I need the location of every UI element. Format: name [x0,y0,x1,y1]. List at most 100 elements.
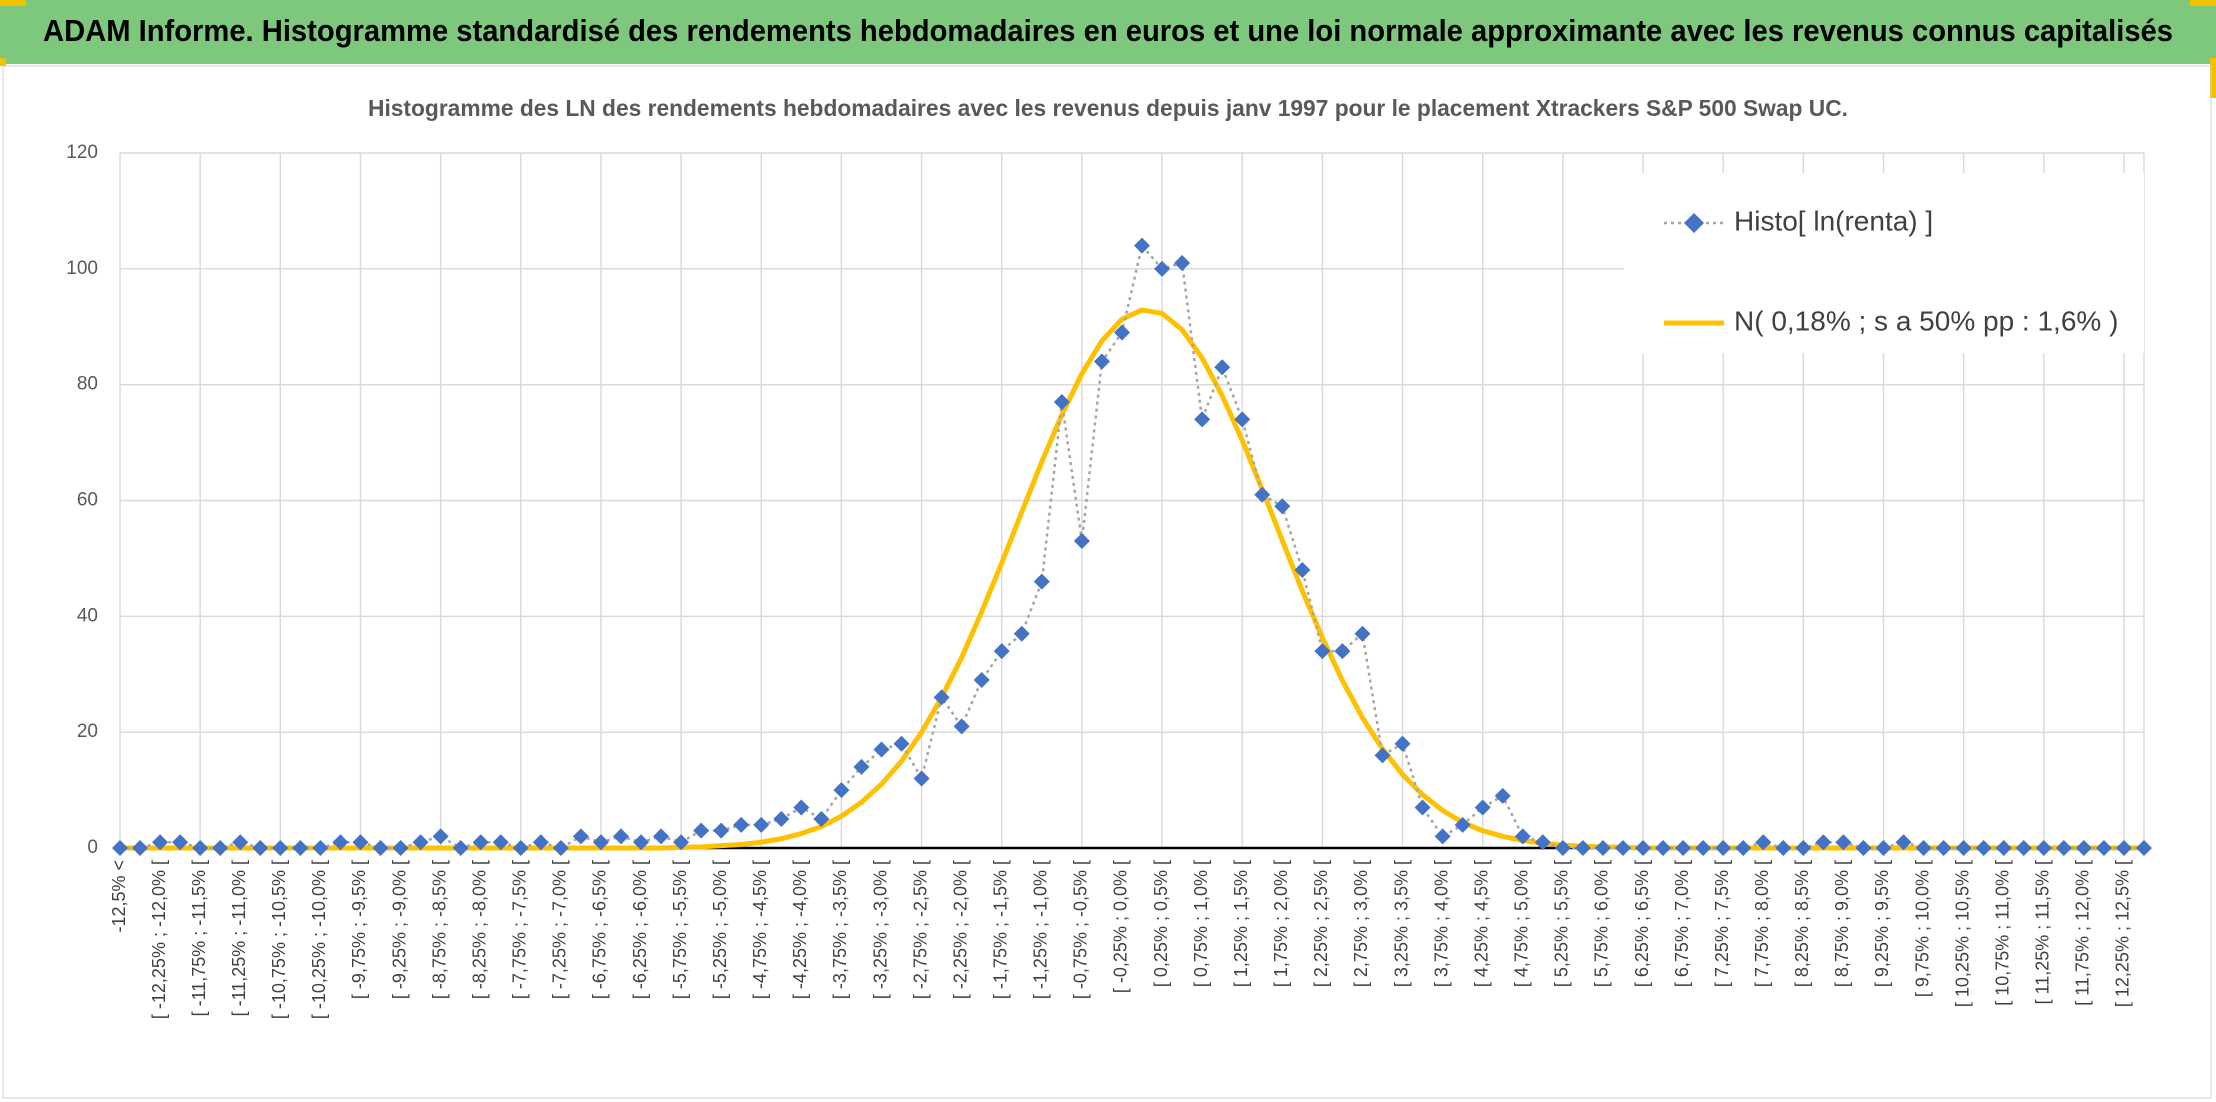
diamond-marker [773,811,790,828]
diamond-marker [2115,840,2132,856]
diamond-marker [2035,840,2052,856]
x-tick-label: [ -4,75% ; -4,5% [ [750,860,770,999]
diamond-marker [973,672,990,689]
diamond-marker [1895,834,1912,851]
diamond-marker [1414,799,1431,816]
x-tick-label: [ 9,75% ; 10,0% [ [1912,860,1932,997]
diamond-marker [1194,411,1211,428]
diamond-marker [1033,573,1050,590]
legend-label: Histo[ ln(renta) ] [1734,205,1933,236]
x-tick-label: [ -3,75% ; -3,5% [ [830,860,850,999]
diamond-marker [192,840,209,856]
diamond-marker [1815,834,1832,851]
x-tick-label: [ 7,25% ; 7,5% [ [1712,860,1732,987]
diamond-marker [492,834,509,851]
diamond-marker [392,840,409,856]
diamond-marker [1534,834,1551,851]
x-tick-label: [ 6,75% ; 7,0% [ [1672,860,1692,987]
diamond-marker [592,834,609,851]
x-tick-label: [ -6,25% ; -6,0% [ [630,860,650,999]
diamond-marker [332,834,349,851]
diamond-marker [1614,840,1631,856]
diamond-marker [1234,411,1251,428]
diamond-marker [1334,643,1351,660]
x-tick-label: [ 3,75% ; 4,0% [ [1431,860,1451,987]
diamond-marker [372,840,389,856]
x-tick-label: [ -0,25% ; 0,0% [ [1111,860,1131,993]
diamond-marker [1454,816,1471,833]
x-tick-label: [ 12,25% ; 12,5% [ [2113,860,2133,1007]
diamond-marker [1134,237,1151,254]
header-bar [0,0,2216,64]
diamond-marker [1274,498,1291,515]
diamond-marker [1113,324,1130,341]
diamond-marker [653,828,670,845]
x-tick-label: [ 4,75% ; 5,0% [ [1512,860,1532,987]
x-tick-label: [ 10,75% ; 11,0% [ [1992,860,2012,1006]
diamond-marker [2015,840,2032,856]
x-tick-label: [ -0,75% ; -0,5% [ [1071,860,1091,999]
x-tick-label: [ 8,25% ; 8,5% [ [1792,860,1812,987]
legend-label: N( 0,18% ; s a 50% pp : 1,6% ) [1734,305,2118,336]
diamond-marker [1695,840,1712,856]
x-tick-label: [ -7,25% ; -7,0% [ [550,860,570,999]
diamond-marker [1755,834,1772,851]
diamond-marker [1955,840,1972,856]
y-tick-label: 100 [66,258,98,279]
diamond-marker [352,834,369,851]
x-tick-label: [ -8,25% ; -8,0% [ [469,860,489,999]
x-tick-label: [ -10,25% ; -10,0% [ [309,860,329,1019]
diamond-marker [1053,394,1070,411]
x-tick-label: [ 7,75% ; 8,0% [ [1752,860,1772,987]
diamond-marker [1775,840,1792,856]
corner-accent [2190,0,2216,6]
x-tick-label: [ 9,25% ; 9,5% [ [1872,860,1892,987]
diamond-marker [993,643,1010,660]
diamond-marker [693,822,710,839]
diamond-marker [913,770,930,787]
x-tick-label: [ 2,25% ; 2,5% [ [1311,860,1331,987]
x-tick-label: [ -1,75% ; -1,5% [ [990,860,1010,999]
diamond-marker [512,840,529,856]
diamond-marker [2055,840,2072,856]
diamond-marker [292,840,309,856]
diamond-marker [432,828,449,845]
diamond-marker [252,840,269,856]
x-tick-label: [ -7,75% ; -7,5% [ [510,860,530,999]
x-tick-label: [ -12,25% ; -12,0% [ [149,860,169,1019]
diamond-marker [1093,353,1110,370]
diamond-marker [933,689,950,706]
diamond-marker [1294,562,1311,578]
diamond-marker [873,741,890,758]
x-tick-label: [ -5,75% ; -5,5% [ [670,860,690,999]
x-tick-label: [ -2,25% ; -2,0% [ [950,860,970,999]
diamond-marker [1635,840,1652,856]
x-tick-label: [ -8,75% ; -8,5% [ [429,860,449,999]
diamond-marker [1254,486,1271,503]
diamond-marker [232,834,249,851]
diamond-marker [1374,747,1391,764]
y-tick-label: 40 [77,605,98,626]
diamond-marker [2136,840,2152,856]
header-title: ADAM Informe. Histogramme standardisé de… [43,13,2173,48]
diamond-marker [853,758,870,775]
diamond-marker [1214,359,1231,376]
x-tick-label: [ 0,25% ; 0,5% [ [1151,860,1171,987]
diamond-marker [753,816,770,833]
diamond-marker [472,834,489,851]
diamond-marker [2095,840,2112,856]
x-tick-label: -12,5% < [109,860,129,933]
diamond-marker [673,834,690,851]
diamond-marker [112,840,128,856]
x-tick-label: [ -3,25% ; -3,0% [ [870,860,890,999]
diamond-marker [132,840,149,856]
diamond-marker [212,840,229,856]
diamond-marker [1574,840,1591,856]
diamond-marker [953,718,970,735]
x-tick-label: [ 4,25% ; 4,5% [ [1471,860,1491,987]
corner-accent [0,58,6,66]
x-tick-label: [ 5,75% ; 6,0% [ [1592,860,1612,987]
x-tick-label: [ -11,25% ; -11,0% [ [229,860,249,1016]
